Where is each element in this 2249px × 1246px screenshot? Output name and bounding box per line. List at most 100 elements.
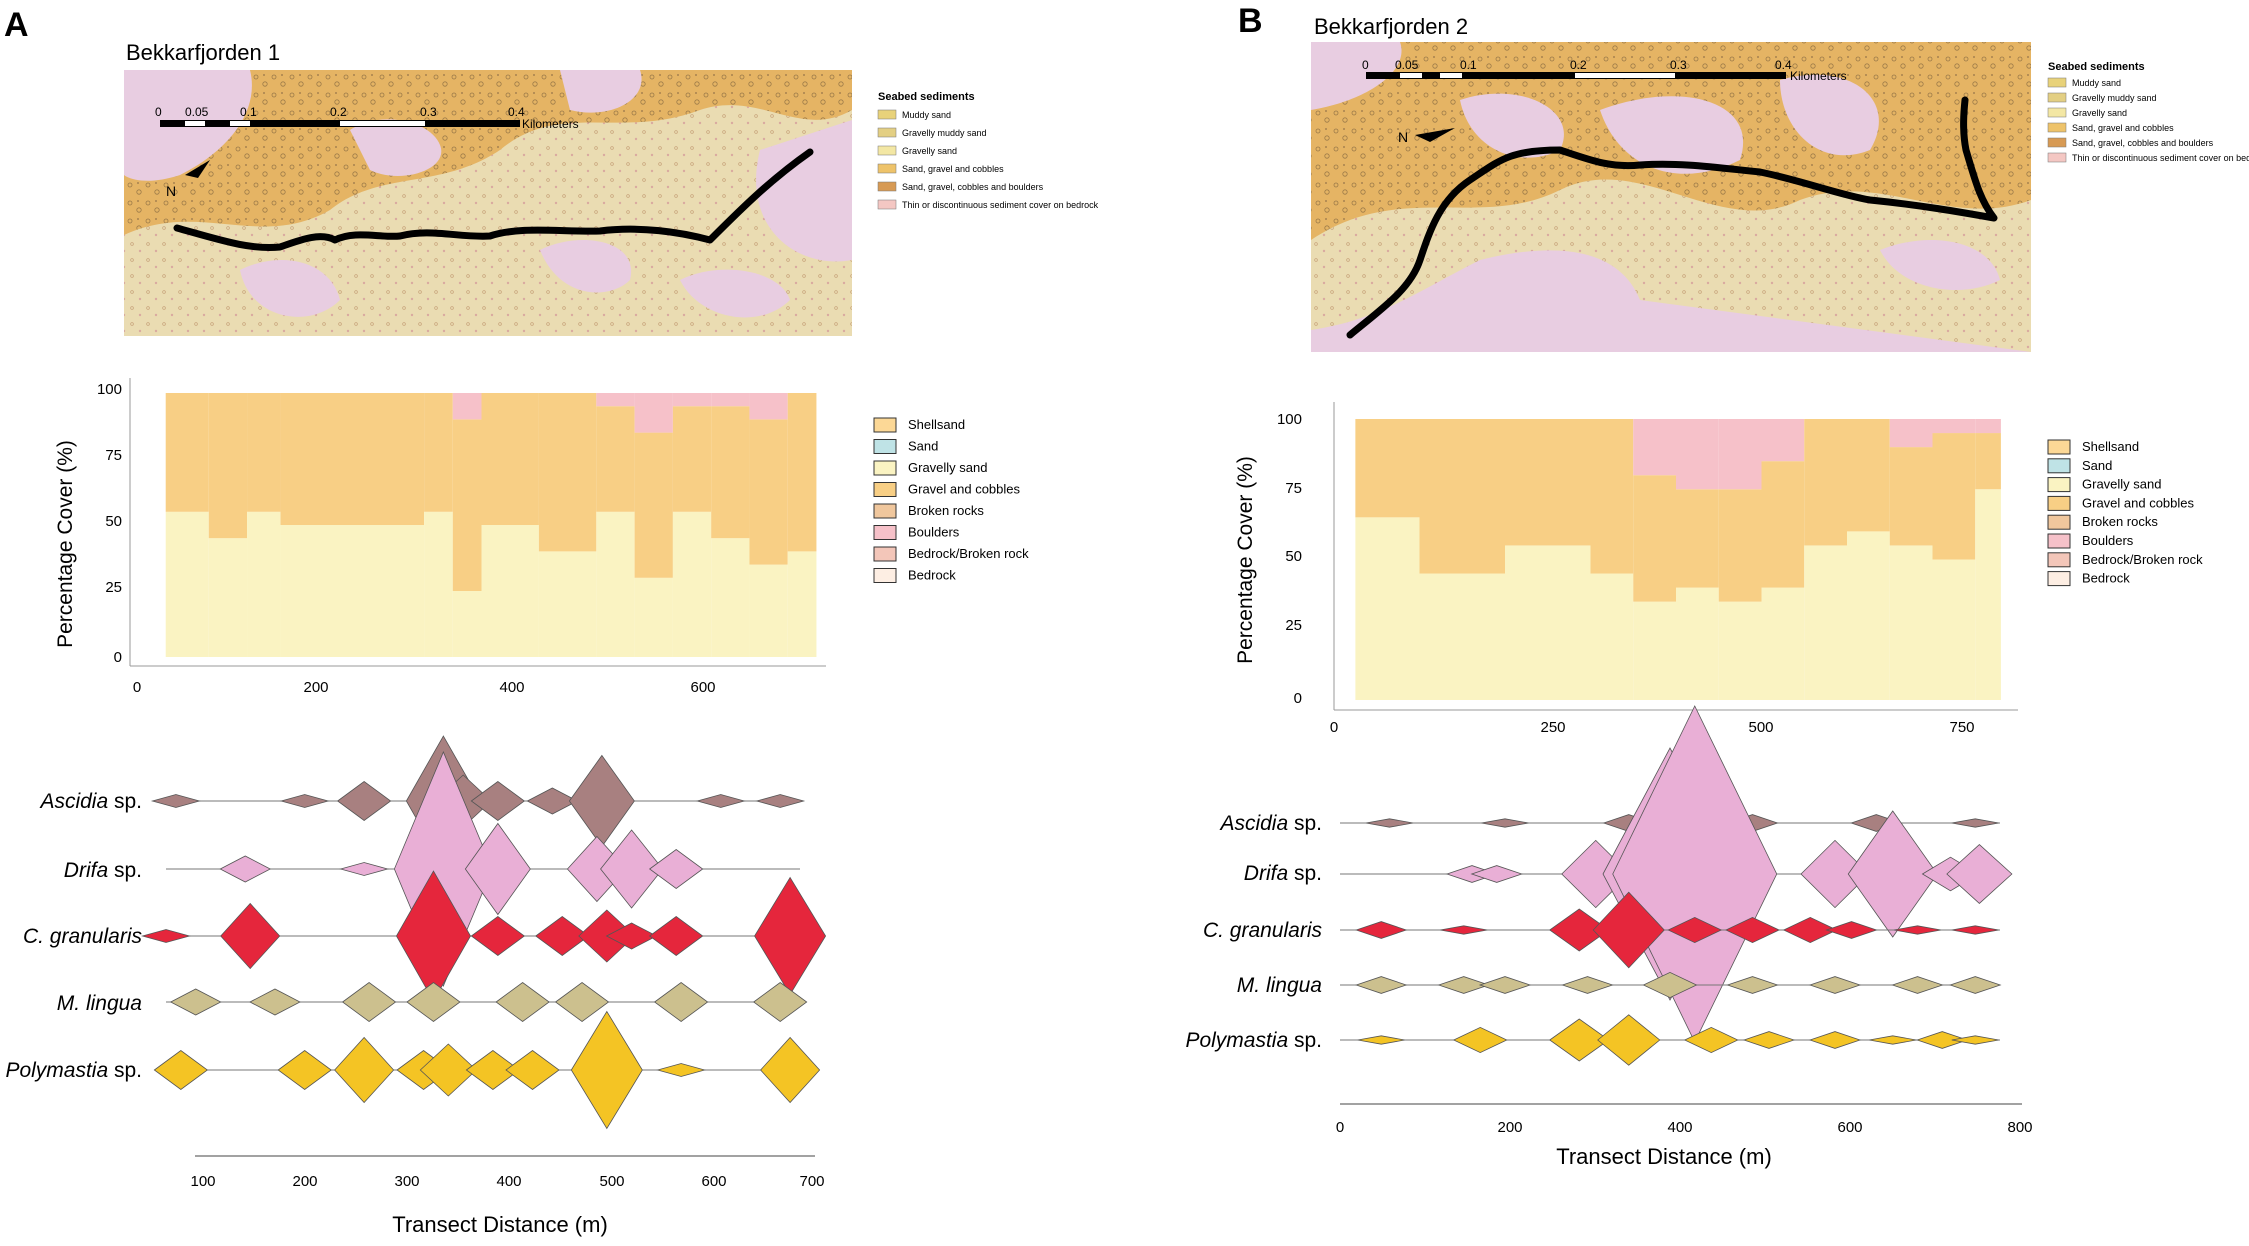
cover-bar-segment bbox=[634, 432, 673, 578]
cover-bar-segment bbox=[452, 591, 482, 657]
x-tick: 200 bbox=[1497, 1119, 1522, 1136]
kite-b-xticks: 0 200 400 600 800 bbox=[1336, 1119, 2033, 1136]
legend-swatch bbox=[2047, 77, 2067, 88]
x-tick: 0 bbox=[1336, 1119, 1344, 1136]
x-tick: 300 bbox=[394, 1173, 419, 1190]
map-b-bedrock-area bbox=[1600, 96, 1744, 174]
cover-bar-segment bbox=[711, 538, 750, 657]
cover-bar-segment bbox=[1718, 489, 1762, 602]
cover-bar-segment bbox=[452, 393, 482, 420]
kite-diamond bbox=[1891, 976, 1944, 994]
map-b-legend: Seabed sediments Muddy sand Gravelly mudd… bbox=[2047, 61, 2249, 163]
x-tick: 200 bbox=[303, 679, 328, 696]
cover-bar-segment bbox=[1932, 419, 1976, 434]
legend-label: Bedrock bbox=[2082, 571, 2130, 586]
cover-chart-b: Percentage Cover (%) 0 25 50 75 100 0 25… bbox=[1234, 402, 2203, 736]
legend-swatch bbox=[873, 525, 897, 540]
kite-diamond bbox=[1481, 818, 1529, 828]
kite-diamond bbox=[1725, 916, 1780, 944]
cover-bar-segment bbox=[1590, 419, 1634, 574]
map-a-bedrock-area bbox=[540, 240, 632, 293]
x-tick: 400 bbox=[499, 679, 524, 696]
cover-bar-segment bbox=[1847, 531, 1890, 700]
legend-label: Broken rocks bbox=[2082, 514, 2158, 529]
cover-bar-segment bbox=[1676, 419, 1719, 490]
cover-bar-segment bbox=[711, 406, 750, 539]
north-label: N bbox=[166, 183, 176, 199]
kite-b-xlabel: Transect Distance (m) bbox=[1556, 1144, 1772, 1169]
legend-label: Sand, gravel and cobbles bbox=[2072, 123, 2174, 133]
cover-bar-segment bbox=[1804, 545, 1847, 700]
scale-unit: Kilometers bbox=[522, 117, 579, 131]
legend-swatch bbox=[877, 127, 897, 138]
scale-tick: 0.4 bbox=[508, 105, 525, 119]
legend-swatch bbox=[2047, 439, 2071, 455]
kite-diamond bbox=[219, 855, 272, 883]
y-tick: 50 bbox=[105, 513, 122, 530]
cover-b-xticks: 0 250 500 750 bbox=[1330, 719, 1975, 736]
legend-label: Boulders bbox=[2082, 533, 2134, 548]
map-b-scale-segment bbox=[1440, 73, 1462, 78]
scale-tick: 0 bbox=[1362, 58, 1369, 72]
cover-b-ylabel: Percentage Cover (%) bbox=[1234, 456, 1257, 664]
scale-tick: 0 bbox=[155, 105, 162, 119]
legend-swatch bbox=[2047, 152, 2067, 163]
cover-bar-segment bbox=[424, 511, 453, 657]
kite-diamond bbox=[653, 982, 709, 1022]
kite-diamond bbox=[1354, 921, 1408, 939]
x-tick: 500 bbox=[1748, 719, 1773, 736]
kite-plot-a: Ascidia sp. Drifa sp. C. granularis M. ling… bbox=[5, 735, 827, 1237]
x-tick: 700 bbox=[799, 1173, 824, 1190]
legend-label: Broken rocks bbox=[908, 503, 984, 518]
y-tick: 25 bbox=[1285, 617, 1302, 634]
legend-title: Seabed sediments bbox=[2048, 61, 2145, 73]
map-b-scale-segment bbox=[1400, 73, 1422, 78]
cover-bar-segment bbox=[1718, 419, 1762, 490]
kite-diamond bbox=[1354, 976, 1408, 994]
cover-bar-segment bbox=[749, 419, 788, 565]
legend-label: Bedrock bbox=[908, 568, 956, 583]
kite-diamond bbox=[279, 794, 330, 808]
cover-bar-segment bbox=[1590, 573, 1634, 700]
panel-a-letter: A bbox=[4, 6, 29, 44]
cover-b-legend: Shellsand Sand Gravelly sand Gravel and cob… bbox=[2047, 439, 2203, 587]
kite-diamond bbox=[1642, 971, 1698, 999]
cover-a-ylabel: Percentage Cover (%) bbox=[54, 440, 77, 648]
cover-bar-segment bbox=[596, 393, 635, 407]
legend-label: Sand, gravel and cobbles bbox=[902, 164, 1004, 174]
scale-unit: Kilometers bbox=[1790, 69, 1847, 83]
legend-swatch bbox=[873, 503, 897, 519]
kite-diamond bbox=[464, 822, 531, 916]
cover-bar-segment bbox=[165, 511, 209, 657]
cover-bar-segment bbox=[1419, 419, 1505, 574]
map-b-scale-segment bbox=[1575, 73, 1675, 78]
species-label: C. granularis bbox=[23, 925, 143, 948]
scale-tick: 0.05 bbox=[185, 105, 209, 119]
kite-diamond bbox=[1742, 1031, 1796, 1049]
map-b-scale-ticks: 0 0.05 0.1 0.2 0.3 0.4 Kilometers bbox=[1362, 58, 1847, 83]
kite-diamond bbox=[339, 862, 390, 876]
kite-diamond bbox=[1667, 916, 1723, 944]
legend-swatch bbox=[877, 145, 897, 156]
kite-diamond bbox=[1452, 1026, 1508, 1054]
kite-diamond bbox=[406, 982, 461, 1022]
legend-label: Muddy sand bbox=[2072, 78, 2121, 88]
legend-swatch bbox=[877, 109, 897, 120]
kite-diamond bbox=[1808, 1031, 1862, 1049]
map-b-title: Bekkarfjorden 2 bbox=[1314, 14, 1468, 39]
kite-diamond bbox=[695, 794, 746, 808]
x-tick: 0 bbox=[1330, 719, 1338, 736]
kite-diamond bbox=[1869, 1035, 1917, 1045]
kite-diamond bbox=[648, 916, 704, 956]
species-label: Polymastia sp. bbox=[1185, 1029, 1322, 1052]
x-tick: 600 bbox=[690, 679, 715, 696]
kite-diamond bbox=[169, 988, 222, 1016]
legend-label: Thin or discontinuous sediment cover on … bbox=[2072, 153, 2249, 163]
kite-diamond bbox=[1592, 891, 1665, 969]
kite-diamond bbox=[150, 794, 201, 808]
cover-bar-segment bbox=[1975, 433, 2001, 490]
legend-label: Thin or discontinuous sediment cover on … bbox=[902, 200, 1099, 210]
species-label: Polymastia sp. bbox=[5, 1059, 142, 1082]
kite-diamond bbox=[1893, 925, 1942, 935]
map-a-scale-segment bbox=[185, 121, 205, 126]
